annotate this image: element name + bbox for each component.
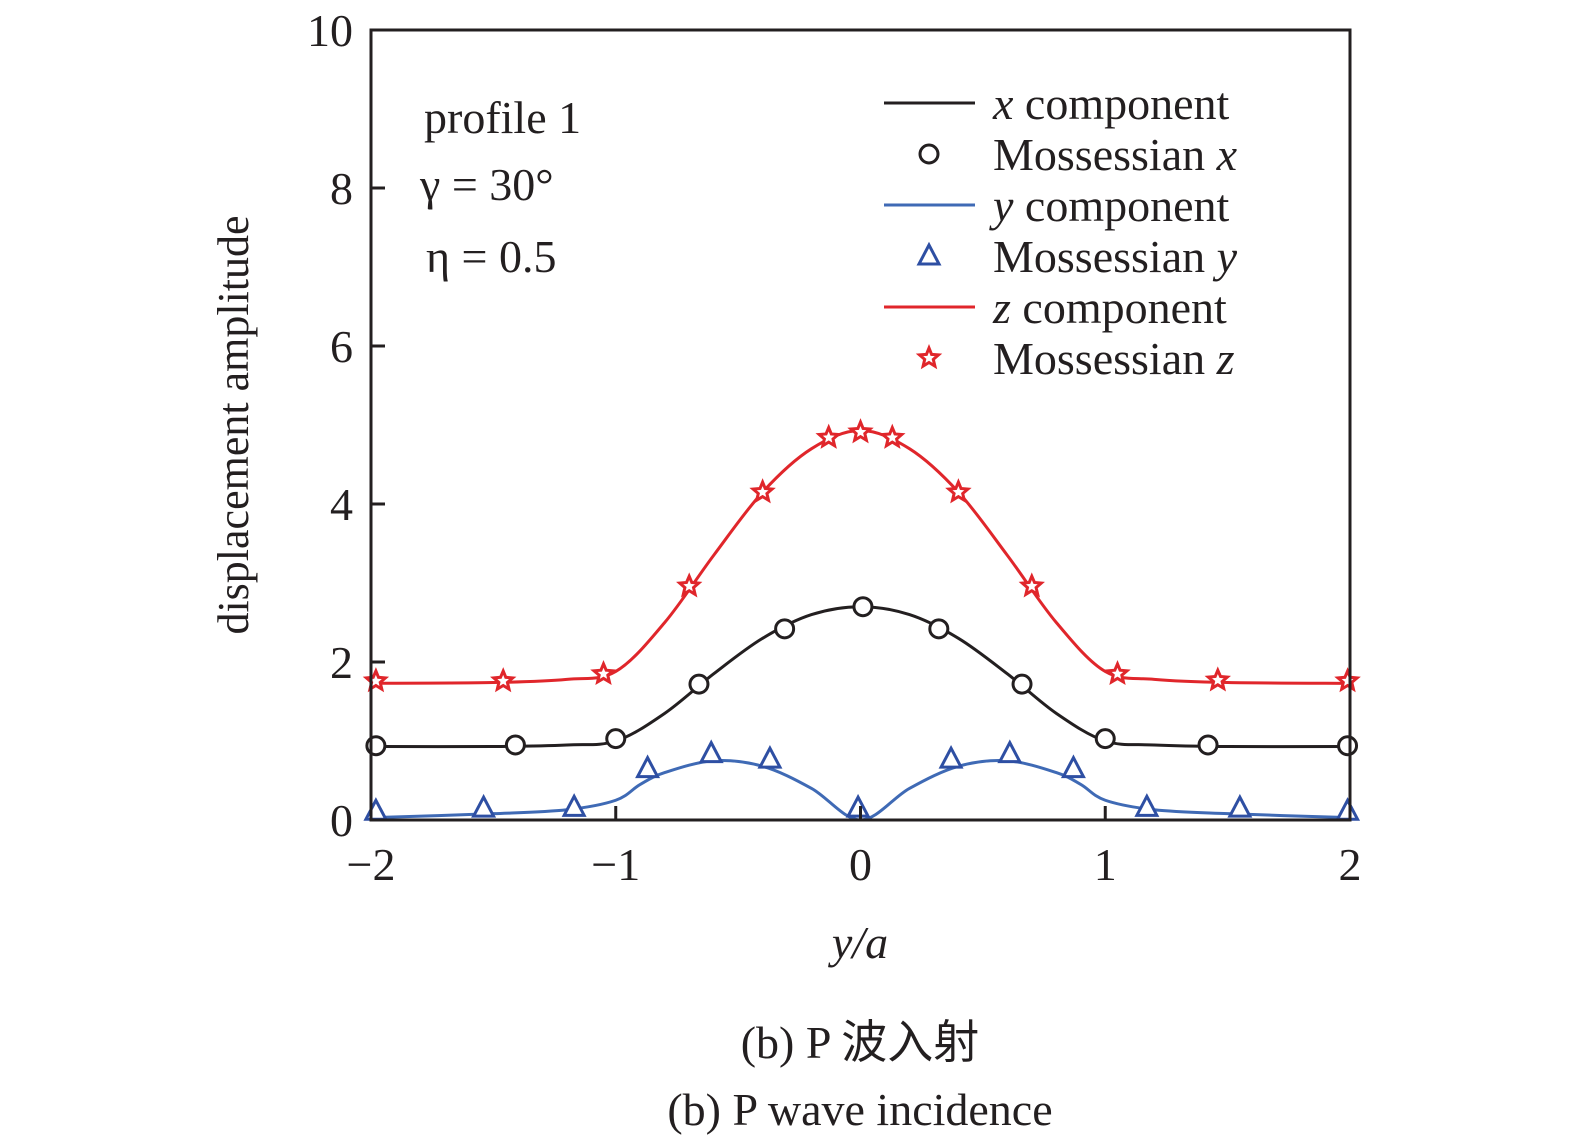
y-tick-label: 4 — [330, 479, 353, 530]
mossessian-y-point — [1060, 754, 1086, 779]
mossessian-z-point — [1018, 572, 1045, 598]
annotation-eta: η = 0.5 — [426, 231, 557, 282]
mossessian-x-point — [774, 618, 796, 640]
mossessian-y-point — [635, 754, 661, 779]
legend-swatch-mossessian-z — [915, 344, 943, 370]
mossessian-x-point — [605, 728, 627, 750]
mossessian-y-point — [1335, 797, 1361, 821]
mossessian-y-point — [997, 739, 1023, 764]
legend-label-x-component: x component — [992, 78, 1230, 129]
mossessian-z-point — [945, 478, 972, 504]
mossessian-z-point — [676, 572, 703, 598]
mossessian-y-point — [1134, 793, 1160, 817]
mossessian-x-point — [928, 618, 950, 640]
y-tick-label: 0 — [330, 795, 353, 846]
mossessian-y-point — [757, 744, 783, 769]
mossessian-z-point — [879, 423, 906, 449]
mossessian-x-point — [1094, 728, 1116, 750]
mossessian-z-point — [1334, 667, 1361, 693]
z-component-line — [370, 429, 1351, 685]
mossessian-z-point — [847, 418, 874, 444]
mossessian-y-point — [363, 797, 389, 821]
mossessian-z-point — [362, 667, 390, 693]
legend-label-z-component: z component — [992, 282, 1227, 333]
mossessian-y-point — [845, 793, 871, 818]
mossessian-x-point — [688, 673, 710, 695]
legend-label-mossessian-x: Mossessian x — [993, 129, 1238, 180]
y-tick-label: 2 — [330, 637, 353, 688]
x-tick-label: 1 — [1094, 839, 1117, 890]
mossessian-z-point — [749, 478, 776, 504]
y-tick-label: 10 — [307, 5, 353, 56]
mossessian-z-point — [1204, 666, 1231, 692]
caption-chinese: (b) P 波入射 — [741, 1017, 980, 1068]
mossessian-y-point — [471, 793, 497, 818]
legend-label-y-component: y component — [989, 180, 1230, 231]
legend-label-mossessian-z: Mossessian z — [993, 333, 1235, 384]
mossessian-x-point — [504, 734, 526, 756]
mossessian-z-point — [815, 423, 842, 449]
y-axis-label: displacement amplitude — [209, 215, 258, 634]
x-tick-label: −1 — [591, 839, 640, 890]
y-tick-label: 8 — [330, 163, 353, 214]
x-component-line — [370, 605, 1351, 749]
mossessian-y-point — [938, 744, 964, 769]
mossessian-z-point — [1104, 660, 1131, 685]
mossessian-z-point — [590, 660, 617, 685]
mossessian-y-point — [698, 739, 724, 764]
mossessian-x-point — [1197, 734, 1219, 756]
mossessian-x-point — [1337, 735, 1359, 757]
annotation-profile: profile 1 — [424, 92, 581, 143]
mossessian-z-point — [490, 667, 517, 693]
x-tick-label: −2 — [347, 839, 396, 890]
plot-marks — [362, 418, 1361, 822]
annotation-gamma: γ = 30° — [419, 159, 554, 210]
caption-english: (b) P wave incidence — [667, 1084, 1052, 1135]
mossessian-x-point — [1011, 673, 1033, 695]
x-axis-label: y/a — [828, 917, 888, 968]
legend-swatch-mossessian-x — [918, 143, 940, 165]
x-tick-label: 2 — [1339, 839, 1362, 890]
axis-ticks: −2 −1 0 1 2 0 2 4 6 8 10 — [307, 5, 1362, 890]
x-tick-label: 0 — [849, 839, 872, 890]
y-tick-label: 6 — [330, 321, 353, 372]
legend-swatch-mossessian-y — [916, 241, 942, 266]
mossessian-y-point — [561, 793, 587, 817]
mossessian-y-point — [1227, 793, 1253, 818]
legend-label-mossessian-y: Mossessian y — [993, 231, 1238, 282]
mossessian-x-point — [852, 596, 874, 618]
